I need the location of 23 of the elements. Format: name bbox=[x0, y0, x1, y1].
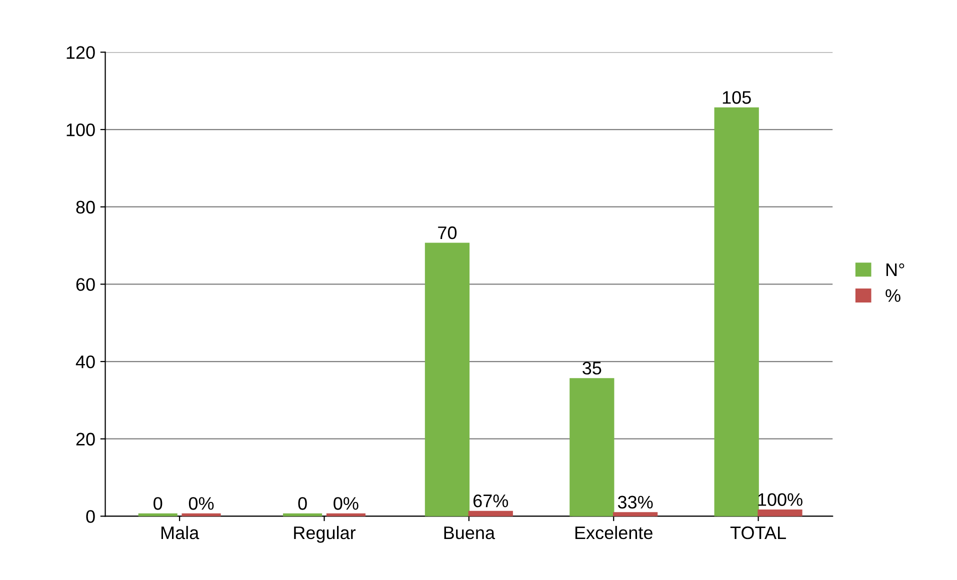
y-tick-label: 100 bbox=[66, 123, 95, 136]
data-label: 0% bbox=[334, 497, 358, 510]
y-tick-label: 40 bbox=[76, 355, 95, 368]
y-tick-label: 60 bbox=[76, 278, 95, 291]
data-label: 0 bbox=[298, 497, 307, 510]
data-label: 70 bbox=[438, 226, 457, 240]
data-label: 35 bbox=[582, 362, 602, 375]
y-tick-label: 0 bbox=[86, 510, 95, 523]
legend-label: % bbox=[886, 289, 900, 302]
x-tick-label: Regular bbox=[294, 526, 356, 543]
x-tick-label: Excelente bbox=[575, 526, 652, 540]
y-tick-label: 20 bbox=[76, 432, 95, 446]
y-tick-label: 120 bbox=[66, 46, 95, 59]
x-tick-label: Buena bbox=[444, 526, 496, 540]
data-label: 33% bbox=[618, 496, 653, 509]
data-label: 0% bbox=[188, 497, 214, 510]
x-tick-label: TOTAL bbox=[730, 526, 786, 540]
data-label: 0 bbox=[154, 497, 162, 510]
y-tick-label: 80 bbox=[76, 200, 95, 214]
x-tick-label: Mala bbox=[161, 526, 200, 540]
data-label: 105 bbox=[722, 91, 751, 104]
data-label: 67% bbox=[473, 494, 508, 508]
legend-label: N° bbox=[886, 263, 904, 276]
